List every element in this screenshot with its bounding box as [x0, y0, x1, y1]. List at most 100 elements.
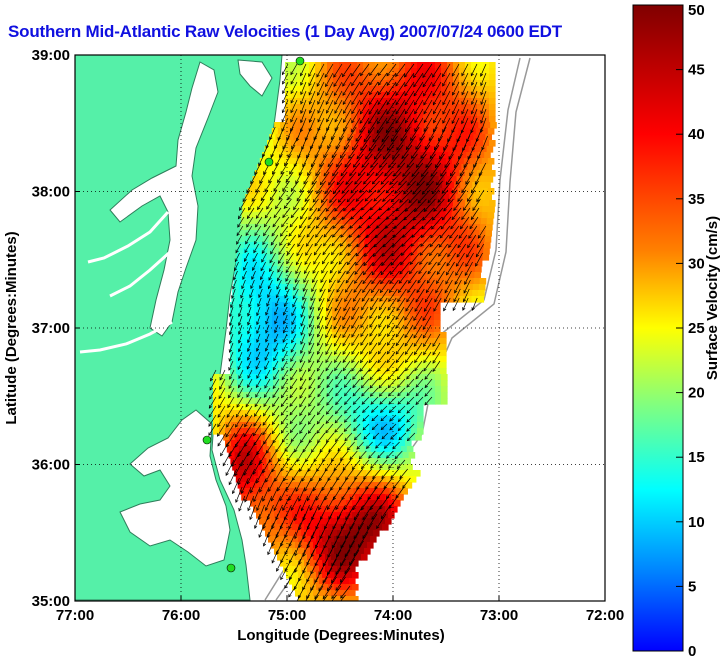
- velocity-cell: [286, 122, 293, 129]
- velocity-vector: [365, 144, 377, 160]
- velocity-arrowhead: [256, 339, 260, 343]
- velocity-vector: [299, 414, 307, 425]
- velocity-arrowhead: [362, 289, 366, 293]
- velocity-cell: [393, 140, 400, 147]
- velocity-arrowhead: [428, 252, 433, 257]
- velocity-vector: [406, 396, 415, 405]
- velocity-cell: [428, 338, 435, 345]
- velocity-cell: [256, 464, 263, 471]
- velocity-cell: [285, 68, 292, 75]
- velocity-cell: [369, 428, 376, 435]
- velocity-cell: [414, 470, 421, 477]
- velocity-cell: [255, 482, 263, 489]
- velocity-cell: [385, 518, 392, 525]
- velocity-cell: [340, 446, 348, 453]
- velocity-cell: [295, 128, 303, 135]
- velocity-cell: [303, 380, 310, 387]
- velocity-arrowhead: [290, 118, 294, 123]
- velocity-vector: [378, 315, 387, 328]
- velocity-cell: [268, 182, 275, 189]
- velocity-cell: [240, 224, 247, 231]
- velocity-cell: [417, 248, 424, 255]
- velocity-cell: [231, 398, 238, 405]
- velocity-cell: [339, 398, 346, 405]
- velocity-cell: [365, 134, 372, 141]
- velocity-cell: [278, 314, 285, 321]
- velocity-vector: [368, 207, 381, 220]
- velocity-cell: [300, 146, 308, 153]
- velocity-arrowhead: [272, 171, 276, 175]
- velocity-arrowhead: [252, 258, 256, 263]
- velocity-cell: [479, 230, 486, 237]
- velocity-vector: [282, 135, 290, 150]
- velocity-cell: [475, 260, 483, 267]
- velocity-arrowhead: [404, 110, 409, 115]
- velocity-cell: [380, 320, 387, 327]
- velocity-cell: [366, 272, 373, 279]
- velocity-cell: [364, 122, 371, 129]
- velocity-cell: [435, 170, 442, 177]
- velocity-arrowhead: [432, 74, 436, 78]
- velocity-vector: [322, 126, 330, 140]
- velocity-vector: [265, 306, 270, 316]
- velocity-vector: [386, 72, 397, 86]
- velocity-vector: [277, 270, 283, 281]
- velocity-cell: [322, 548, 329, 555]
- velocity-vector: [246, 216, 254, 228]
- velocity-cell: [286, 290, 293, 297]
- velocity-cell: [261, 404, 268, 411]
- velocity-cell: [448, 290, 455, 297]
- velocity-arrowhead: [404, 119, 409, 124]
- velocity-cell: [405, 92, 412, 99]
- velocity-vector: [293, 153, 301, 167]
- velocity-cell: [297, 104, 304, 111]
- velocity-arrowhead: [238, 375, 242, 380]
- velocity-arrowhead: [300, 341, 304, 345]
- velocity-cell: [351, 92, 358, 99]
- velocity-vector: [397, 369, 406, 380]
- velocity-vector: [248, 297, 253, 307]
- velocity-cell: [322, 446, 330, 453]
- velocity-cell: [435, 248, 442, 255]
- velocity-vector: [360, 360, 369, 372]
- velocity-vector: [444, 288, 452, 302]
- velocity-cell: [441, 74, 448, 81]
- velocity-cell: [343, 518, 350, 525]
- velocity-cell: [431, 134, 438, 141]
- velocity-vector: [396, 198, 409, 212]
- velocity-cell: [389, 278, 397, 285]
- velocity-cell: [361, 212, 369, 219]
- velocity-cell: [357, 380, 364, 387]
- velocity-arrowhead: [386, 368, 390, 372]
- velocity-cell: [300, 272, 307, 279]
- velocity-cell: [379, 506, 386, 513]
- velocity-cell: [349, 266, 356, 273]
- velocity-cell: [399, 428, 406, 435]
- velocity-cell: [451, 158, 459, 165]
- velocity-vector: [351, 333, 360, 346]
- velocity-cell: [434, 338, 441, 345]
- velocity-cell: [360, 272, 367, 279]
- velocity-arrowhead: [266, 303, 270, 307]
- velocity-cell: [273, 170, 280, 177]
- velocity-cell: [254, 458, 261, 465]
- velocity-arrowhead: [372, 262, 376, 267]
- velocity-cell: [281, 194, 288, 201]
- velocity-cell: [481, 158, 489, 165]
- velocity-cell: [433, 188, 441, 195]
- velocity-vector: [238, 378, 244, 388]
- velocity-cell: [394, 446, 402, 453]
- velocity-vector: [311, 279, 318, 292]
- velocity-vector: [360, 315, 369, 328]
- velocity-arrowhead: [297, 155, 301, 159]
- velocity-cell: [275, 230, 282, 237]
- velocity-cell: [275, 194, 282, 201]
- velocity-cell: [417, 68, 424, 75]
- velocity-vector: [452, 135, 461, 151]
- velocity-cell: [243, 296, 251, 303]
- velocity-arrowhead: [380, 417, 384, 422]
- velocity-vector: [268, 270, 274, 281]
- velocity-cell: [263, 164, 270, 171]
- velocity-cell: [379, 518, 386, 525]
- velocity-cell: [320, 332, 327, 339]
